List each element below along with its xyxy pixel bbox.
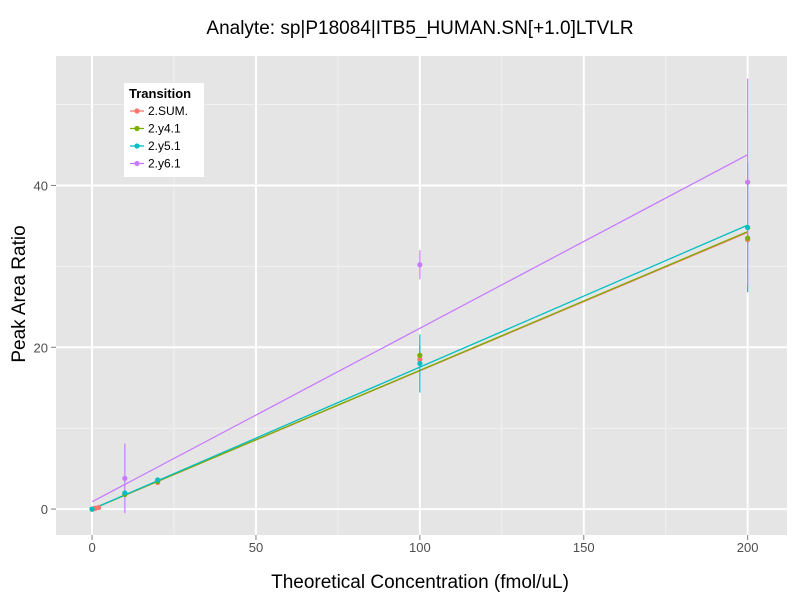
legend-swatch-point <box>134 160 140 167</box>
x-tick-label: 0 <box>88 540 95 555</box>
data-point <box>745 224 751 231</box>
legend-label: 2.y4.1 <box>148 122 181 136</box>
x-tick-label: 50 <box>249 540 263 555</box>
legend-swatch-point <box>134 125 140 132</box>
y-tick-label: 40 <box>34 178 48 193</box>
data-point <box>122 475 128 481</box>
data-points <box>89 179 751 512</box>
x-tick-label: 200 <box>737 540 759 555</box>
data-point <box>417 356 423 363</box>
axes: 0 50 100 150 200 0 20 40 <box>34 178 759 555</box>
data-point <box>96 504 102 511</box>
x-tick-label: 150 <box>573 540 595 555</box>
data-point <box>155 477 161 483</box>
data-point <box>417 262 423 268</box>
legend-label: 2.y5.1 <box>148 139 181 153</box>
x-axis-title: Theoretical Concentration (fmol/uL) <box>271 572 569 593</box>
legend-label: 2.SUM. <box>148 104 188 118</box>
data-point <box>417 360 423 367</box>
data-point <box>122 490 128 496</box>
chart-title: Analyte: sp|P18084|ITB5_HUMAN.SN[+1.0]LT… <box>206 18 633 39</box>
y-axis-title: Peak Area Ratio <box>9 225 30 362</box>
legend-title: Transition <box>129 86 191 101</box>
legend-swatch-point <box>134 143 140 149</box>
y-tick-label: 0 <box>41 502 48 517</box>
y-tick-label: 20 <box>34 340 48 355</box>
x-tick-label: 100 <box>409 540 431 555</box>
data-point <box>89 506 95 512</box>
data-point <box>417 352 423 358</box>
legend: Transition 2.SUM. 2.y4.1 2.y5.1 2.y6.1 <box>124 83 204 177</box>
legend-label: 2.y6.1 <box>148 157 181 171</box>
data-point <box>745 179 751 185</box>
data-point <box>745 235 751 241</box>
fit-line <box>91 154 748 503</box>
legend-swatch-point <box>134 108 140 114</box>
